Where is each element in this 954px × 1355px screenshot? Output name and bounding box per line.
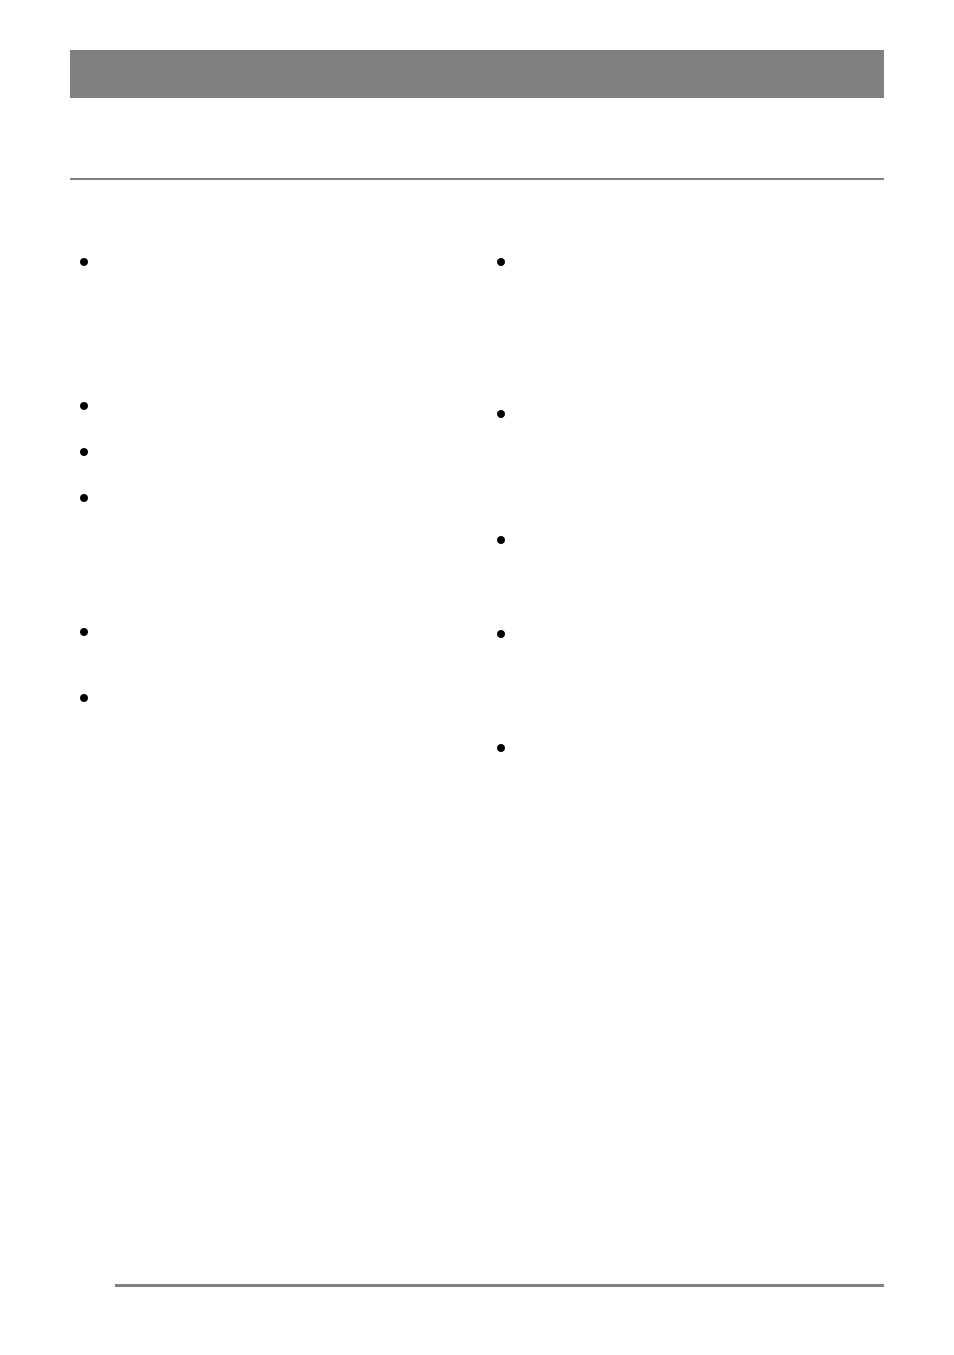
right-column	[497, 210, 874, 777]
column-top-spacer	[80, 210, 457, 255]
list-item	[80, 255, 457, 269]
footer-divider	[115, 1284, 884, 1287]
list-item	[80, 491, 457, 505]
section-divider	[70, 178, 884, 180]
header-bar	[70, 50, 884, 98]
title-spacer	[70, 133, 884, 178]
left-column	[80, 210, 457, 777]
list-item	[80, 625, 457, 639]
list-item	[497, 627, 874, 641]
content-area	[70, 210, 884, 777]
column-top-spacer	[497, 210, 874, 255]
list-item	[80, 691, 457, 705]
list-item	[497, 407, 874, 421]
list-item	[80, 445, 457, 459]
left-bullet-list	[80, 255, 457, 705]
right-bullet-list	[497, 255, 874, 755]
list-item	[497, 255, 874, 269]
list-item	[497, 741, 874, 755]
list-item	[497, 533, 874, 547]
list-item	[80, 399, 457, 413]
